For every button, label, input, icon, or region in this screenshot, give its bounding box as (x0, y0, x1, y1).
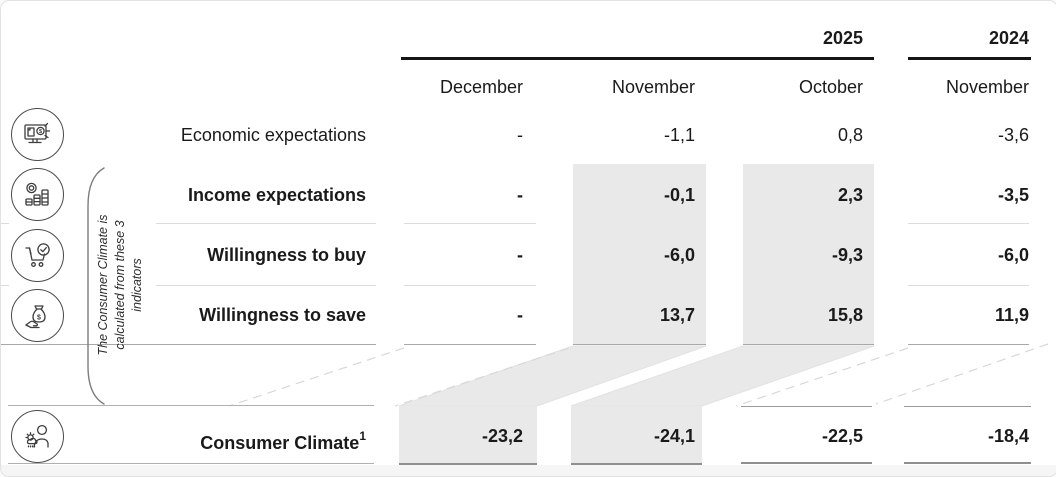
value-cell: -3,5 (997, 185, 1029, 205)
value-cell: - (517, 245, 523, 265)
value-cell: -9,3 (831, 245, 863, 265)
annotation-rotated-text: The Consumer Climate is calculated from … (95, 159, 151, 411)
value-cell: -3,6 (997, 125, 1029, 145)
separator-line (743, 344, 874, 345)
value-cell: - (517, 125, 523, 145)
row-label-income-expectations: Income expectations (187, 185, 366, 205)
month-header-december: December (439, 77, 523, 97)
separator-line (8, 405, 374, 406)
svg-text:$: $ (38, 129, 41, 135)
row-label-consumer-climate: Consumer Climate1 (200, 425, 366, 454)
annotation-line: The Consumer Climate is (96, 214, 110, 356)
year-underline-2024 (908, 57, 1031, 60)
month-header-november-2024: November (945, 77, 1029, 97)
value-cell: 11,9 (994, 305, 1029, 325)
summary-cell-december (399, 406, 537, 465)
value-cell: 2,3 (837, 185, 863, 205)
person-weather-icon (11, 410, 64, 463)
summary-cell-november-2024 (904, 406, 1031, 464)
income-coins-icon (11, 168, 64, 221)
value-cell: -24,1 (653, 426, 695, 446)
separator-line (404, 223, 536, 224)
summary-cell-october (741, 406, 872, 464)
svg-text:$: $ (37, 314, 41, 321)
value-cell: 13,7 (659, 305, 695, 325)
value-cell: -23,2 (481, 426, 523, 446)
separator-line (404, 285, 536, 286)
transition-flow-graphic (228, 343, 1049, 407)
row-label-willingness-to-save: Willingness to save (199, 305, 366, 325)
separator-line (573, 344, 706, 345)
consumer-climate-label: Consumer Climate (200, 433, 360, 453)
highlight-column-november (573, 164, 706, 345)
separator-line (404, 344, 536, 345)
year-underline-2025 (401, 57, 874, 60)
row-label-economic-expectations: Economic expectations (180, 125, 366, 145)
year-header-2024: 2024 (988, 28, 1029, 48)
value-cell: -1,1 (663, 125, 695, 145)
value-cell: - (517, 305, 523, 325)
value-cell: -6,0 (663, 245, 695, 265)
month-header-november-2025: November (611, 77, 695, 97)
month-header-october: October (798, 77, 863, 97)
value-cell: -18,4 (987, 426, 1029, 446)
separator-line (156, 285, 376, 286)
economy-monitor-icon: $ (11, 108, 64, 161)
highlight-column-october (743, 164, 874, 345)
separator-line (908, 285, 1029, 286)
separator-line (8, 463, 374, 464)
annotation-line: calculated from these 3 (112, 220, 127, 350)
value-cell: -6,0 (997, 245, 1029, 265)
separator-line (908, 344, 1029, 345)
separator-line (908, 223, 1029, 224)
summary-cell-november-2025 (571, 406, 702, 465)
value-cell: 0,8 (837, 125, 863, 145)
savings-hand-icon: $ (11, 289, 64, 342)
separator-line (1, 285, 9, 286)
year-header-2025: 2025 (822, 28, 863, 48)
footnote-superscript: 1 (359, 429, 366, 443)
separator-line (156, 223, 376, 224)
row-label-willingness-to-buy: Willingness to buy (207, 245, 366, 265)
separator-line (1, 344, 376, 345)
value-cell: - (517, 185, 523, 205)
bottom-margin-strip (1, 465, 1056, 476)
value-cell: -0,1 (663, 185, 695, 205)
cart-check-icon (11, 229, 64, 282)
value-cell: 15,8 (827, 305, 863, 325)
value-cell: -22,5 (821, 426, 863, 446)
annotation-line: indicators (129, 258, 144, 312)
brace-graphic (87, 167, 105, 405)
separator-line (1, 223, 9, 224)
